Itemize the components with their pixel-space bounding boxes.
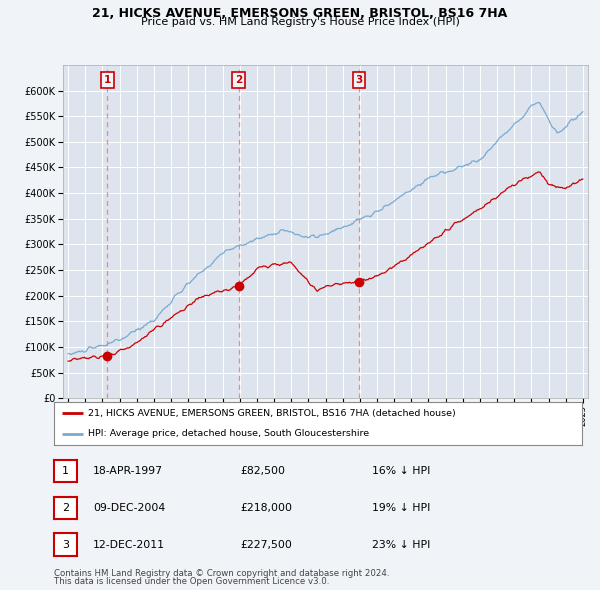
Text: 09-DEC-2004: 09-DEC-2004 [93,503,165,513]
Text: 21, HICKS AVENUE, EMERSONS GREEN, BRISTOL, BS16 7HA: 21, HICKS AVENUE, EMERSONS GREEN, BRISTO… [92,7,508,20]
Text: 1: 1 [62,466,69,476]
Text: 1: 1 [104,75,111,85]
Text: 12-DEC-2011: 12-DEC-2011 [93,540,165,549]
Text: 3: 3 [355,75,362,85]
Text: Price paid vs. HM Land Registry's House Price Index (HPI): Price paid vs. HM Land Registry's House … [140,17,460,27]
Text: 2: 2 [235,75,242,85]
Text: 23% ↓ HPI: 23% ↓ HPI [372,540,430,549]
Text: £82,500: £82,500 [240,466,285,476]
Text: This data is licensed under the Open Government Licence v3.0.: This data is licensed under the Open Gov… [54,578,329,586]
Text: HPI: Average price, detached house, South Gloucestershire: HPI: Average price, detached house, Sout… [88,430,370,438]
Text: Contains HM Land Registry data © Crown copyright and database right 2024.: Contains HM Land Registry data © Crown c… [54,569,389,578]
Text: £227,500: £227,500 [240,540,292,549]
Text: 19% ↓ HPI: 19% ↓ HPI [372,503,430,513]
Text: 16% ↓ HPI: 16% ↓ HPI [372,466,430,476]
Text: 3: 3 [62,540,69,549]
Text: £218,000: £218,000 [240,503,292,513]
Text: 21, HICKS AVENUE, EMERSONS GREEN, BRISTOL, BS16 7HA (detached house): 21, HICKS AVENUE, EMERSONS GREEN, BRISTO… [88,409,456,418]
Text: 18-APR-1997: 18-APR-1997 [93,466,163,476]
Text: 2: 2 [62,503,69,513]
